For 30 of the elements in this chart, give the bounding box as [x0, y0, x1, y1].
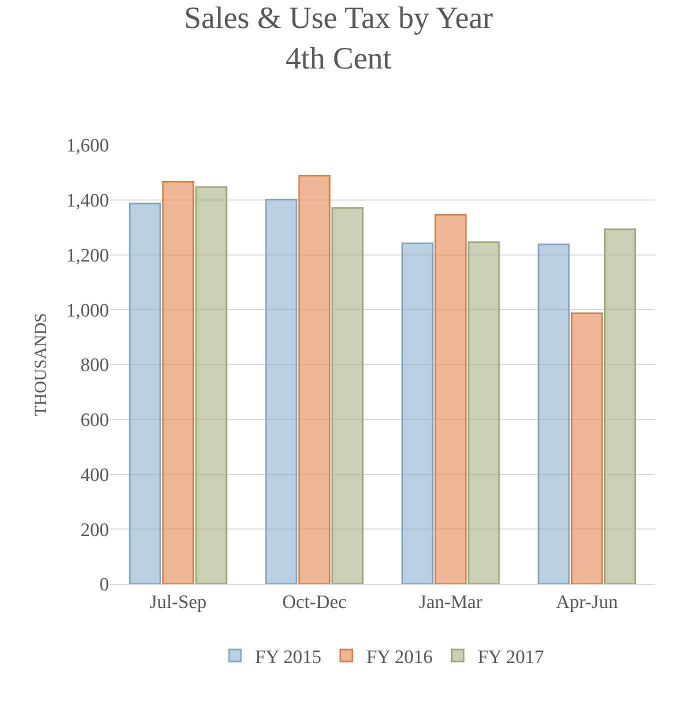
y-axis-title: THOUSANDS [30, 313, 50, 416]
y-tick-label: 1,200 [66, 245, 109, 266]
x-tick-label: Oct-Dec [282, 592, 347, 613]
y-tick-label: 200 [80, 520, 109, 541]
x-tick-label: Apr-Jun [556, 592, 618, 613]
y-tick-label: 0 [100, 574, 109, 596]
x-tick-label: Jul-Sep [150, 592, 207, 613]
bar [604, 228, 636, 584]
bar [128, 202, 161, 584]
y-tick-label: 1,000 [66, 300, 109, 322]
bar [434, 214, 467, 584]
y-tick-label: 1,400 [66, 190, 109, 212]
x-tick-label: Jan-Mar [418, 592, 483, 613]
chart-title: Sales & Use Tax by Year 4th Cent [184, 0, 494, 76]
bar [401, 242, 434, 584]
bar [570, 312, 603, 584]
y-tick-label: 400 [80, 464, 109, 486]
y-tick-label: 1,600 [66, 136, 109, 157]
bar [195, 186, 228, 584]
bar [162, 181, 194, 584]
bar [265, 198, 298, 584]
bar [468, 241, 500, 584]
legend-label: FY 2015 [255, 646, 322, 668]
y-tick-label: 600 [80, 410, 109, 432]
bar [298, 174, 330, 584]
bar [332, 207, 364, 584]
legend-label: FY 2017 [478, 646, 544, 668]
bar [538, 244, 570, 584]
legend-label: FY 2016 [366, 646, 433, 668]
y-tick-label: 800 [80, 355, 109, 376]
